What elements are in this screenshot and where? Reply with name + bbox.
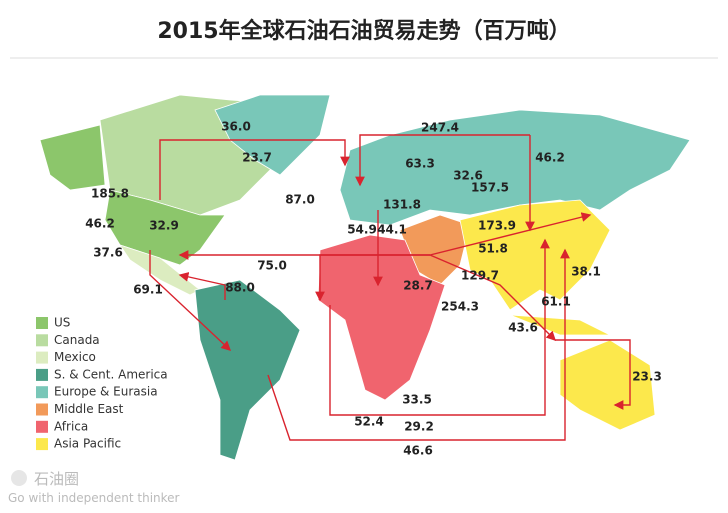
flow-arrow: [178, 272, 226, 300]
flow-arrow: [355, 134, 530, 187]
legend-swatch: [36, 317, 48, 329]
flow-label: 131.8: [383, 198, 421, 212]
flow-label: 46.2: [85, 217, 115, 231]
greenland: [214, 94, 331, 176]
asia: [459, 199, 611, 311]
legend-label: Mexico: [54, 350, 96, 364]
flow-label: 46.2: [535, 151, 565, 165]
flow-label: 157.5: [471, 181, 509, 195]
flow-label: 32.6: [453, 169, 483, 183]
flow-label: 33.5: [402, 393, 432, 407]
flow-arrow: [429, 212, 592, 256]
flow-label: 23.7: [242, 151, 272, 165]
flow-arrows: [149, 134, 631, 441]
flow-arrow: [429, 254, 556, 341]
flow-label: 87.0: [285, 193, 315, 207]
watermark-name: 石油圈: [34, 470, 79, 488]
africa: [317, 234, 446, 401]
legend-label: Asia Pacific: [54, 437, 121, 451]
alaska: [39, 124, 106, 191]
legend-swatch: [36, 368, 48, 381]
legend-swatch: [36, 334, 48, 347]
flow-arrow: [267, 248, 570, 441]
flow-label: 52.4: [354, 415, 384, 429]
us: [104, 189, 226, 266]
flow-arrow: [329, 238, 550, 416]
flow-label: 88.0: [225, 281, 255, 295]
legend-label: US: [54, 316, 70, 330]
legend-label: Middle East: [54, 402, 124, 416]
flow-label: 185.8: [91, 187, 129, 201]
flow-label: 28.7: [403, 279, 433, 293]
flow-label: 38.1: [571, 265, 601, 279]
south-america: [194, 279, 301, 461]
flow-label: 32.9: [149, 219, 179, 233]
flow-label: 46.6: [403, 444, 433, 458]
watermark-logo: [11, 470, 27, 486]
flow-label: 247.4: [421, 121, 459, 135]
watermark-slogan: Go with independent thinker: [8, 491, 180, 505]
flow-label: 44.1: [377, 223, 407, 237]
flow-label: 29.2: [404, 420, 434, 434]
legend: US Canada Mexico S. & Cent. America Europe &…: [36, 316, 168, 451]
flow-label: 61.1: [541, 295, 571, 309]
legend-label: S. & Cent. America: [54, 367, 168, 381]
flow-label: 54.9: [347, 223, 377, 237]
flow-arrow: [149, 250, 232, 351]
legend-label: Africa: [54, 419, 88, 433]
title: 2015年全球石油石油贸易走势（百万吨）: [157, 18, 570, 44]
legend-label: Canada: [54, 333, 100, 347]
flow-arrow: [555, 339, 631, 410]
flow-label: 36.0: [221, 120, 251, 134]
flow-label: 129.7: [461, 269, 499, 283]
flow-label: 69.1: [133, 283, 163, 297]
flow-arrow: [159, 139, 350, 200]
legend-swatch: [36, 386, 48, 399]
legend-swatch: [36, 420, 48, 433]
flow-label: 173.9: [478, 219, 516, 233]
flow-label: 75.0: [257, 259, 287, 273]
flow-label: 43.6: [508, 321, 538, 335]
australia: [559, 339, 656, 431]
legend-label: Europe & Eurasia: [54, 385, 158, 399]
flow-label: 37.6: [93, 246, 123, 260]
flow-label: 23.3: [632, 370, 662, 384]
legend-swatch: [36, 403, 48, 416]
flow-label: 51.8: [478, 242, 508, 256]
continents: [39, 94, 691, 461]
flow-label: 254.3: [441, 300, 479, 314]
europe-eurasia: [339, 109, 691, 226]
legend-swatch: [36, 438, 48, 451]
flow-label: 63.3: [405, 157, 435, 171]
legend-swatch: [36, 351, 48, 364]
